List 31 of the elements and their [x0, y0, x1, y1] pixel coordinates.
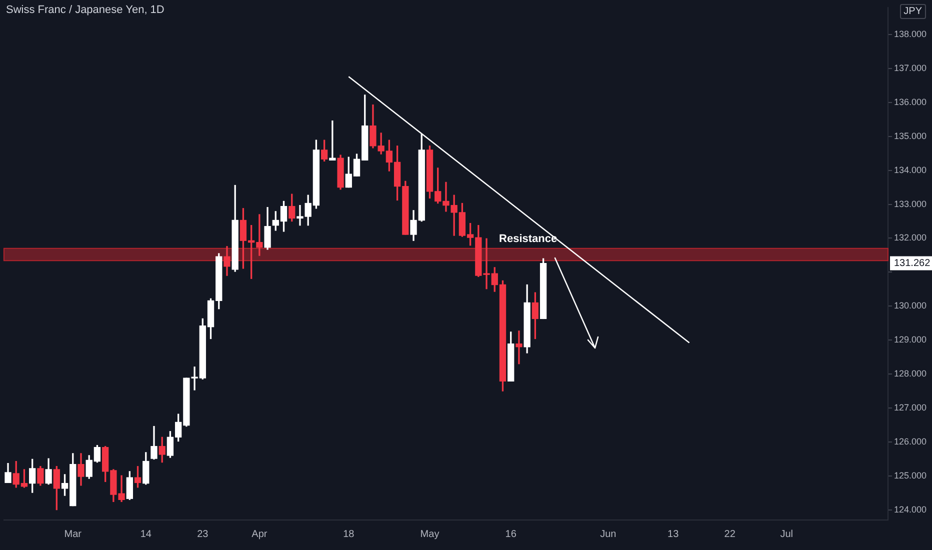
x-tick-label: 22: [724, 528, 736, 540]
y-tick-label: 130.000: [894, 300, 927, 311]
y-tick-label: 136.000: [894, 96, 927, 107]
x-tick-label: 23: [197, 528, 209, 540]
y-tick-label: 124.000: [894, 504, 927, 514]
y-tick-label: 134.000: [894, 164, 927, 175]
band-label: Resistance: [499, 232, 558, 245]
x-tick-label: 14: [140, 528, 152, 540]
x-tick-label: May: [420, 528, 440, 540]
candlestick: [329, 120, 336, 160]
x-tick-label: Apr: [252, 528, 268, 540]
candlestick: [516, 330, 522, 364]
x-tick-label: Jul: [780, 528, 794, 540]
y-tick-label: 127.000: [894, 402, 927, 412]
chart-title: Swiss Franc / Japanese Yen, 1D: [6, 4, 164, 16]
x-tick-label: Jun: [600, 528, 616, 540]
x-tick-label: 16: [505, 528, 517, 540]
x-tick-label: 13: [668, 528, 680, 540]
y-tick-label: 125.000: [894, 470, 927, 480]
y-tick-label: 129.000: [894, 334, 927, 345]
y-tick-label: 126.000: [894, 436, 927, 446]
y-tick-label: 132.000: [894, 232, 927, 243]
text: 131.262: [894, 258, 931, 270]
x-tick-label: 18: [343, 528, 355, 540]
y-tick-label: 128.000: [894, 368, 927, 379]
x-tick-label: Mar: [64, 528, 82, 540]
y-axis-title: JPY: [900, 4, 926, 19]
y-tick-label: 133.000: [894, 198, 927, 209]
y-tick-label: 137.000: [894, 62, 927, 73]
y-tick-label: 135.000: [894, 130, 927, 141]
y-tick-label: 138.000: [894, 29, 927, 40]
